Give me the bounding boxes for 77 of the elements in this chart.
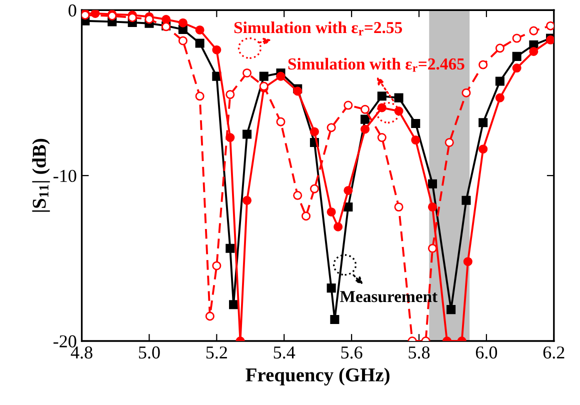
x-tick-label: 6.0 [476,346,498,359]
x-tick-label: 4.8 [70,346,92,359]
point [444,138,454,147]
y-tick-label: 0 [68,4,76,17]
point [360,124,370,134]
point [178,36,188,46]
point [276,72,286,81]
point [529,46,538,56]
y-axis-title: |S$_{11}$| (dB) [32,138,50,212]
point [428,202,438,212]
point [242,196,252,205]
point [428,179,438,188]
x-tick-label: 5.4 [274,346,296,359]
point [495,44,504,53]
x-tick-label: 5.0 [138,346,160,359]
point [512,34,522,43]
point [495,93,504,102]
point [446,305,456,314]
point [360,114,370,124]
point [326,123,336,132]
point [478,118,488,128]
point [162,14,171,24]
point [226,244,235,253]
y-tick-label: -20 [54,335,76,348]
point [394,106,404,116]
point [495,76,504,86]
point [310,127,319,136]
point [411,118,420,128]
point [344,202,353,212]
point [195,38,204,48]
point [394,93,404,102]
x-tick-label: 6.2 [543,346,564,359]
point [411,135,420,145]
point [462,88,471,98]
point [293,86,302,96]
point [226,90,235,100]
point [302,212,311,221]
point [462,196,471,205]
point [377,92,386,101]
point [212,261,222,270]
point [326,284,336,293]
point [326,207,336,216]
point [344,186,353,195]
point [212,45,222,54]
point [478,144,488,154]
point [394,202,404,212]
point [478,60,488,70]
annotation: Simulation with ε$_{r}$=2.465 [288,58,464,72]
point [360,104,370,114]
point [546,21,554,30]
point [229,300,238,310]
point [259,72,268,81]
point [178,18,188,28]
point [242,68,252,78]
point [242,130,252,139]
x-axis-title: Frequency (GHz) [246,368,390,386]
x-tick-label: 5.8 [408,346,430,359]
point [344,100,353,110]
annotation: Simulation with ε$_{r}$=2.55 [234,21,402,36]
point [428,244,438,253]
x-tick-label: 5.6 [341,346,362,359]
point [205,312,214,321]
point [463,257,472,266]
point [377,133,386,142]
point [195,25,204,34]
point [377,103,386,112]
point [293,190,302,200]
point [512,52,522,61]
point [195,92,204,101]
point [330,314,340,324]
point [276,117,286,126]
point [310,184,319,194]
point [529,26,538,36]
point [334,222,343,232]
y-tick-label: -10 [54,170,76,182]
point [512,64,522,73]
x-tick-label: 5.2 [206,346,227,359]
